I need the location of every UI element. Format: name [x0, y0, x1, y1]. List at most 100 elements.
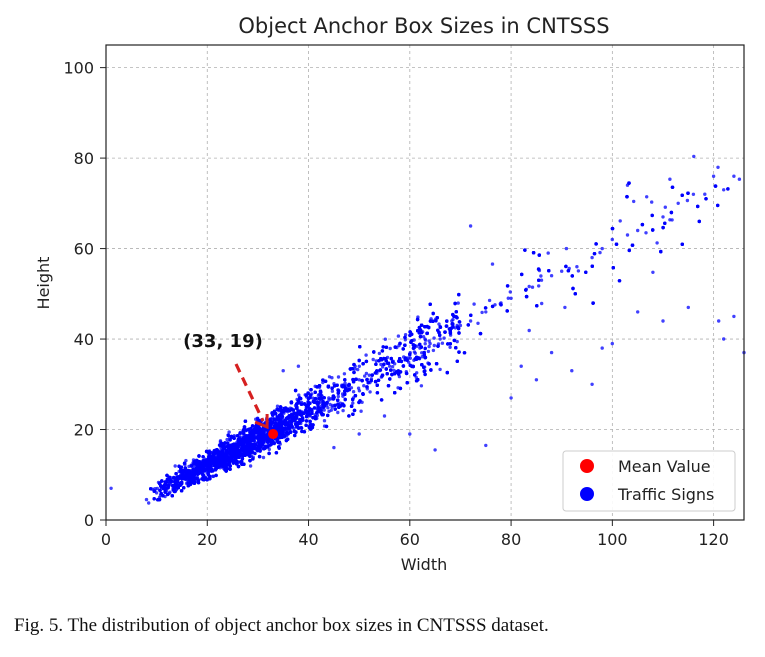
scatter-point: [357, 358, 361, 363]
scatter-point: [390, 360, 395, 364]
scatter-point: [322, 408, 326, 412]
scatter-point: [383, 337, 387, 341]
scatter-point: [184, 458, 188, 463]
scatter-point: [359, 409, 363, 413]
scatter-point: [537, 284, 541, 288]
scatter-point: [331, 403, 335, 408]
scatter-point: [440, 341, 445, 345]
scatter-point: [487, 298, 492, 303]
scatter-point: [321, 380, 325, 385]
scatter-point: [663, 205, 667, 209]
scatter-point: [493, 303, 497, 307]
scatter-point: [362, 384, 366, 388]
scatter-point: [506, 296, 510, 300]
scatter-point: [618, 219, 622, 223]
traffic-signs-points: [109, 154, 746, 505]
scatter-point: [726, 187, 730, 191]
scatter-point: [437, 322, 441, 326]
scatter-point: [655, 241, 659, 245]
scatter-point: [564, 246, 569, 251]
scatter-point: [450, 319, 454, 323]
scatter-point: [476, 321, 480, 325]
scatter-point: [351, 397, 355, 402]
scatter-point: [322, 419, 327, 423]
scatter-point: [420, 351, 424, 355]
scatter-point: [403, 333, 408, 337]
scatter-point: [238, 431, 242, 435]
scatter-point: [392, 368, 396, 373]
scatter-point: [349, 386, 354, 390]
scatter-point: [563, 305, 567, 310]
scatter-point: [456, 301, 460, 305]
scatter-point: [455, 359, 459, 363]
scatter-point: [472, 302, 476, 306]
scatter-point: [297, 393, 301, 397]
scatter-point: [426, 349, 431, 354]
scatter-point: [357, 389, 362, 393]
scatter-point: [692, 154, 696, 159]
scatter-point: [490, 262, 495, 266]
scatter-point: [651, 270, 655, 274]
scatter-point: [432, 336, 436, 340]
scatter-point: [364, 359, 369, 364]
plot-area: [106, 45, 744, 520]
scatter-point: [547, 269, 551, 273]
scatter-point: [412, 350, 417, 354]
scatter-point: [381, 365, 385, 369]
scatter-point: [356, 386, 361, 390]
scatter-point: [374, 359, 378, 363]
scatter-point: [173, 464, 177, 468]
scatter-point: [388, 346, 392, 351]
scatter-point: [737, 177, 742, 181]
scatter-point: [342, 372, 347, 376]
scatter-point: [147, 501, 151, 505]
scatter-point: [397, 374, 402, 379]
scatter-point: [330, 376, 334, 380]
scatter-point: [455, 339, 459, 344]
scatter-point: [226, 433, 230, 437]
scatter-point: [537, 278, 541, 282]
scatter-point: [576, 269, 581, 273]
scatter-point: [288, 430, 293, 434]
scatter-point: [423, 337, 427, 341]
scatter-point: [319, 393, 323, 397]
scatter-point: [328, 402, 332, 407]
scatter-point: [432, 343, 436, 348]
scatter-point: [227, 430, 231, 434]
scatter-point: [457, 292, 461, 297]
scatter-point: [336, 375, 341, 379]
chart-title: Object Anchor Box Sizes in CNTSSS: [238, 14, 609, 38]
scatter-point: [480, 310, 484, 315]
scatter-point: [365, 378, 369, 382]
scatter-point: [302, 430, 307, 434]
scatter-point: [251, 457, 255, 461]
scatter-point: [388, 377, 392, 381]
scatter-point: [527, 328, 531, 333]
scatter-point: [423, 342, 427, 346]
scatter-point: [336, 410, 340, 415]
scatter-point: [357, 364, 361, 368]
scatter-point: [364, 353, 368, 357]
scatter-point: [390, 365, 395, 369]
scatter-point: [663, 221, 667, 225]
scatter-point: [336, 394, 340, 399]
scatter-point: [546, 251, 550, 255]
scatter-point: [333, 407, 337, 411]
scatter-point: [267, 447, 271, 452]
scatter-point: [396, 334, 401, 338]
scatter-point: [668, 177, 672, 181]
scatter-point: [448, 345, 452, 349]
scatter-point: [427, 344, 431, 349]
scatter-point: [377, 351, 382, 356]
scatter-point: [211, 474, 215, 478]
scatter-point: [275, 404, 280, 408]
scatter-point: [668, 218, 672, 222]
scatter-point: [257, 454, 262, 459]
scatter-point: [438, 367, 442, 372]
scatter-point: [364, 371, 369, 376]
scatter-point: [371, 357, 375, 362]
scatter-point: [368, 390, 372, 394]
scatter-point: [261, 455, 266, 460]
scatter-point: [312, 406, 317, 410]
